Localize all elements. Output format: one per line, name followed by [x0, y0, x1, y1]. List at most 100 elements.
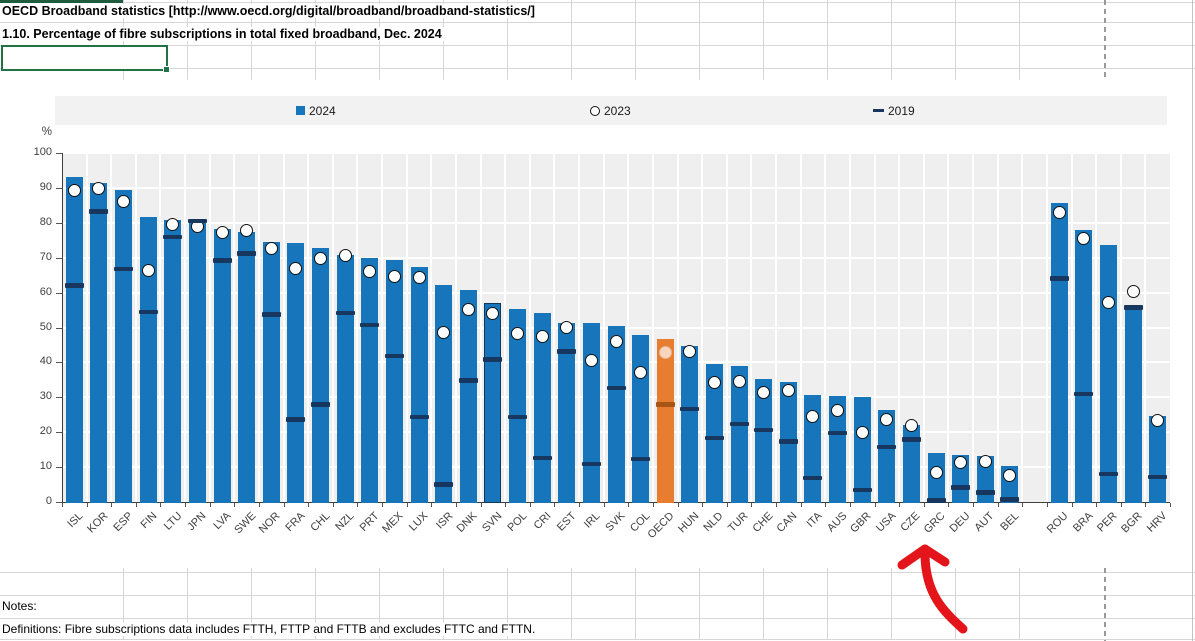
marker-2019-JPN[interactable] [187, 218, 207, 224]
marker-2019-DEU[interactable] [951, 485, 971, 490]
marker-2019-CHE[interactable] [754, 427, 774, 433]
marker-2023-CHE[interactable] [757, 385, 771, 399]
marker-2019-CHL[interactable] [311, 402, 331, 407]
marker-2023-CZE[interactable] [904, 418, 918, 432]
red-annotation-arrow[interactable] [888, 536, 980, 638]
marker-2023-ISL[interactable] [67, 184, 81, 198]
marker-2023-ISR[interactable] [437, 326, 451, 340]
marker-2023-NOR[interactable] [264, 241, 278, 255]
bar-POL[interactable] [509, 309, 526, 503]
bar-NZL[interactable] [336, 254, 354, 503]
marker-2019-SVN[interactable] [483, 357, 503, 362]
notes-label-cell[interactable]: Notes: [0, 599, 39, 613]
marker-2019-COL[interactable] [631, 456, 651, 462]
bar-FIN[interactable] [139, 217, 157, 503]
marker-2023-ITA[interactable] [806, 410, 820, 424]
marker-2019-MEX[interactable] [384, 353, 404, 359]
marker-2019-BGR[interactable] [1123, 305, 1143, 310]
definitions-cell[interactable]: Definitions: Fibre subscriptions data in… [0, 622, 538, 636]
marker-2019-ITA[interactable] [803, 475, 823, 481]
marker-2019-LTU[interactable] [163, 234, 183, 240]
marker-2019-CAN[interactable] [778, 439, 798, 444]
marker-2023-KOR[interactable] [92, 181, 106, 195]
bar-FRA[interactable] [287, 243, 305, 503]
marker-2019-IRL[interactable] [581, 461, 601, 467]
bar-LVA[interactable] [213, 229, 231, 503]
marker-2019-FIN[interactable] [138, 309, 158, 315]
marker-2023-LUX[interactable] [412, 270, 426, 284]
marker-2019-LUX[interactable] [409, 414, 429, 420]
marker-2019-PRT[interactable] [360, 322, 380, 328]
marker-2019-CRI[interactable] [532, 455, 552, 461]
legend-item-2024[interactable]: 2024 [296, 96, 336, 125]
bar-GBR[interactable] [853, 397, 871, 503]
marker-2023-IRL[interactable] [584, 353, 598, 367]
marker-2023-LTU[interactable] [166, 217, 180, 231]
bar-BGR[interactable] [1124, 306, 1142, 503]
marker-2023-MEX[interactable] [387, 269, 401, 283]
chart-title-cell[interactable]: 1.10. Percentage of fibre subscriptions … [0, 27, 444, 41]
marker-2019-BRA[interactable] [1074, 391, 1094, 397]
bar-CHL[interactable] [312, 248, 330, 503]
marker-2019-AUS[interactable] [828, 430, 848, 436]
bar-NLD[interactable] [705, 364, 723, 503]
marker-2019-KOR[interactable] [89, 209, 109, 214]
marker-2023-DNK[interactable] [461, 302, 475, 316]
marker-2023-ESP[interactable] [117, 194, 131, 208]
marker-2019-SWE[interactable] [237, 251, 257, 256]
bar-CHE[interactable] [755, 379, 773, 503]
marker-2019-AUT[interactable] [975, 490, 995, 495]
marker-2019-NZL[interactable] [335, 310, 355, 316]
marker-2023-GRC[interactable] [929, 465, 943, 479]
bar-SVN[interactable] [484, 303, 502, 503]
legend-item-2019[interactable]: 2019 [873, 96, 915, 125]
marker-2023-DEU[interactable] [954, 455, 968, 469]
bar-ISL[interactable] [65, 177, 83, 503]
marker-2019-PER[interactable] [1098, 471, 1118, 477]
marker-2023-CHL[interactable] [314, 251, 328, 265]
marker-2023-AUS[interactable] [831, 404, 845, 418]
marker-2023-LVA[interactable] [215, 225, 229, 239]
selected-cell[interactable] [1, 45, 170, 73]
marker-2023-AUT[interactable] [978, 454, 992, 468]
marker-2019-POL[interactable] [508, 414, 527, 420]
bar-EST[interactable] [558, 322, 576, 503]
bar-USA[interactable] [878, 410, 896, 503]
marker-2023-CRI[interactable] [535, 330, 549, 344]
marker-2019-NOR[interactable] [261, 312, 281, 317]
marker-2023-USA[interactable] [880, 413, 894, 427]
marker-2019-HRV[interactable] [1148, 474, 1168, 480]
bar-NOR[interactable] [262, 241, 280, 503]
marker-2019-LVA[interactable] [212, 258, 232, 263]
bar-DNK[interactable] [459, 290, 477, 503]
marker-2019-HUN[interactable] [680, 406, 700, 412]
marker-2023-ROU[interactable] [1052, 205, 1066, 219]
marker-2019-CZE[interactable] [901, 437, 921, 442]
marker-2019-GBR[interactable] [852, 487, 872, 493]
marker-2023-NZL[interactable] [338, 249, 352, 263]
bar-PRT[interactable] [361, 257, 379, 503]
marker-2019-ESP[interactable] [114, 266, 134, 272]
sheet-title-cell[interactable]: OECD Broadband statistics [http://www.oe… [0, 4, 537, 18]
bar-LUX[interactable] [410, 267, 428, 503]
marker-2019-ISR[interactable] [434, 482, 454, 487]
marker-2023-NLD[interactable] [707, 376, 721, 390]
bar-CRI[interactable] [533, 313, 551, 503]
marker-2019-FRA[interactable] [286, 417, 306, 422]
marker-2023-OECD[interactable] [658, 346, 672, 360]
marker-2019-DNK[interactable] [458, 378, 478, 383]
bar-OECD[interactable] [656, 338, 674, 503]
fill-handle[interactable] [163, 66, 170, 73]
bar-ROU[interactable] [1050, 203, 1068, 503]
marker-2023-SVK[interactable] [609, 334, 623, 348]
marker-2023-COL[interactable] [634, 366, 648, 380]
bar-LTU[interactable] [164, 220, 182, 503]
bar-SWE[interactable] [238, 231, 256, 503]
marker-2023-SVN[interactable] [486, 307, 500, 321]
bar-IRL[interactable] [582, 323, 600, 503]
marker-2023-BRA[interactable] [1077, 232, 1091, 245]
marker-2019-OECD[interactable] [655, 402, 675, 407]
marker-2023-CAN[interactable] [781, 383, 795, 397]
bar-JPN[interactable] [188, 222, 206, 503]
marker-2023-HRV[interactable] [1151, 414, 1165, 428]
